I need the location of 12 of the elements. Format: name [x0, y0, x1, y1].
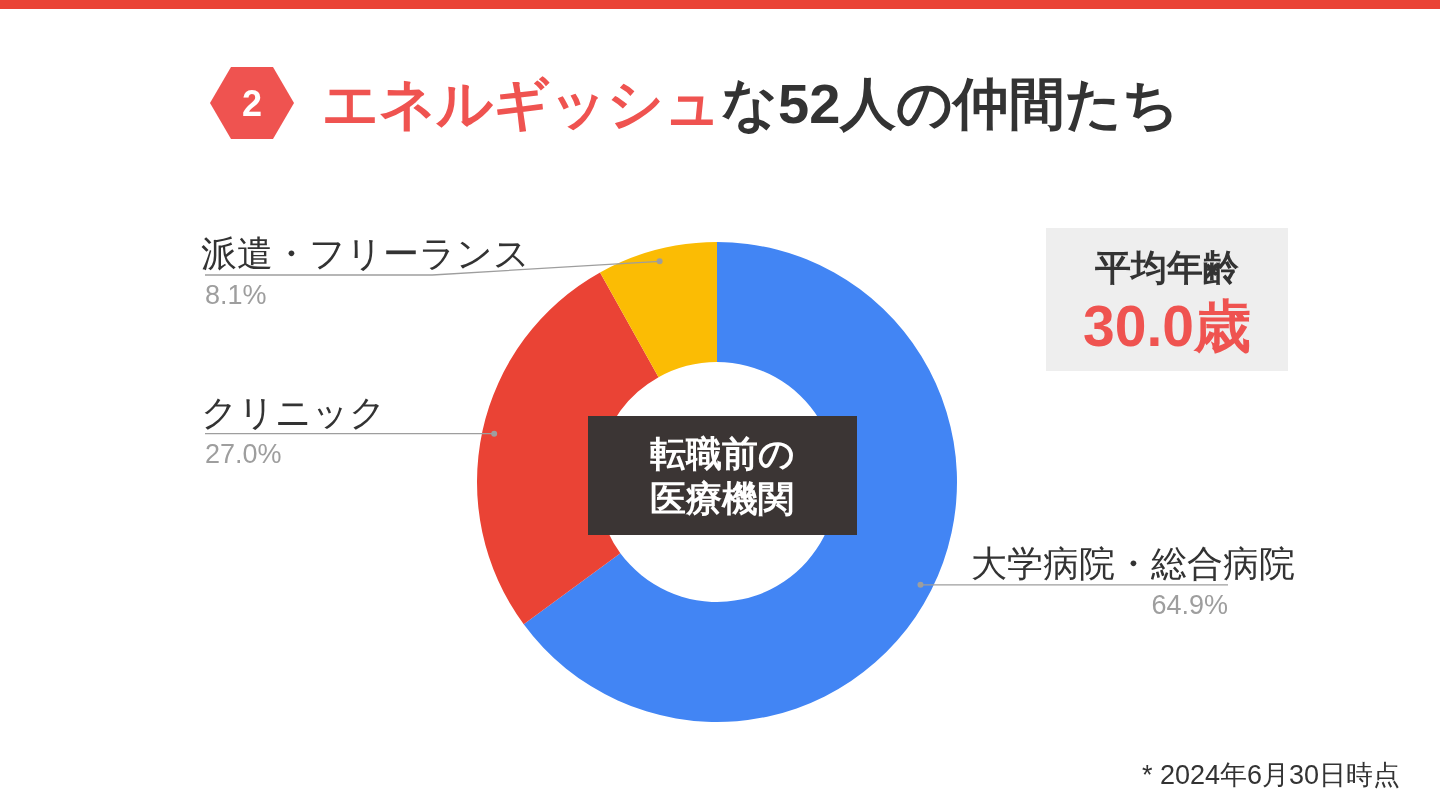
text: 平均年齢: [1095, 247, 1239, 288]
text: * 2024年6月30日時点: [1141, 760, 1400, 790]
slice-label: 派遣・フリーランス: [201, 233, 530, 274]
slice-label: クリニック: [201, 391, 386, 433]
chart-title: エネルギッシュな52人の仲間たち: [322, 72, 1180, 135]
text: 転職前の医療機関: [649, 431, 796, 521]
slice-label: 大学病院・総合病院: [971, 542, 1295, 584]
data-label: 8.1%: [205, 280, 267, 310]
data-label: 27.0%: [205, 438, 282, 469]
text: 2: [241, 83, 263, 124]
text: 30.0歳: [1083, 294, 1251, 358]
data-label: 64.9%: [1151, 589, 1228, 620]
